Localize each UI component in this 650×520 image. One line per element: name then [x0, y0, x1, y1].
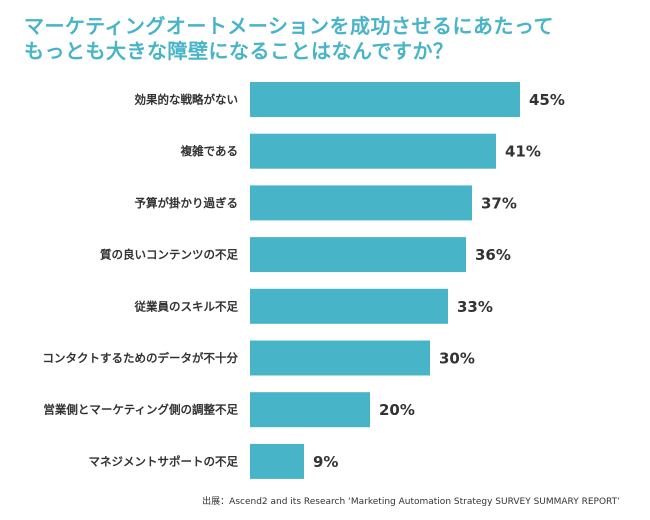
- bar-row: 質の良いコンテンツの不足 36%: [100, 237, 511, 273]
- chart-title-line-1: マーケティングオートメーションを成功させるにあたって: [24, 14, 554, 38]
- category-label: 複雑である: [180, 144, 238, 158]
- source-note: 出展：Ascend2 and its Research ‘Marketing A…: [202, 497, 620, 507]
- category-label: コンタクトするためのデータが不十分: [43, 351, 239, 365]
- bar-row: コンタクトするためのデータが不十分 30%: [43, 340, 475, 376]
- bar: [250, 288, 448, 324]
- value-label: 41%: [505, 143, 541, 161]
- bar: [250, 82, 520, 117]
- value-label: 37%: [481, 194, 517, 212]
- value-label: 33%: [457, 298, 493, 316]
- bar: [250, 185, 472, 221]
- category-label: 営業側とマーケティング側の調整不足: [43, 403, 238, 417]
- bar: [250, 340, 430, 376]
- bar-row: 従業員のスキル不足 33%: [134, 288, 493, 324]
- category-label: 効果的な戦略がない: [135, 93, 239, 107]
- bar-row: 複雑である 41%: [180, 133, 541, 169]
- value-label: 20%: [379, 401, 415, 419]
- bar-row: 効果的な戦略がない 45%: [135, 82, 565, 117]
- bar: [250, 392, 370, 428]
- value-label: 45%: [529, 91, 565, 109]
- chart-title: マーケティングオートメーションを成功させるにあたって もっとも大きな障壁になるこ…: [24, 14, 554, 64]
- category-label: 従業員のスキル不足: [134, 299, 239, 313]
- bar: [250, 133, 496, 169]
- chart-title-line-2: もっとも大きな障壁になることはなんですか？: [24, 39, 454, 63]
- category-label: 予算が掛かり過ぎる: [135, 196, 239, 210]
- value-label: 9%: [313, 453, 338, 471]
- bar: [250, 237, 466, 273]
- value-label: 36%: [475, 246, 511, 264]
- bar-chart: 効果的な戦略がない 45% 複雑である 41% 予算が掛かり過ぎる 37% 質の良いコンテン…: [43, 82, 565, 479]
- value-label: 30%: [439, 350, 475, 368]
- category-label: 質の良いコンテンツの不足: [100, 248, 238, 262]
- bar-row: 予算が掛かり過ぎる 37%: [135, 185, 517, 221]
- category-label: マネジメントサポートの不足: [89, 454, 239, 468]
- bar: [250, 443, 304, 479]
- bar-row: マネジメントサポートの不足 9%: [89, 443, 338, 479]
- bar-row: 営業側とマーケティング側の調整不足 20%: [43, 392, 415, 428]
